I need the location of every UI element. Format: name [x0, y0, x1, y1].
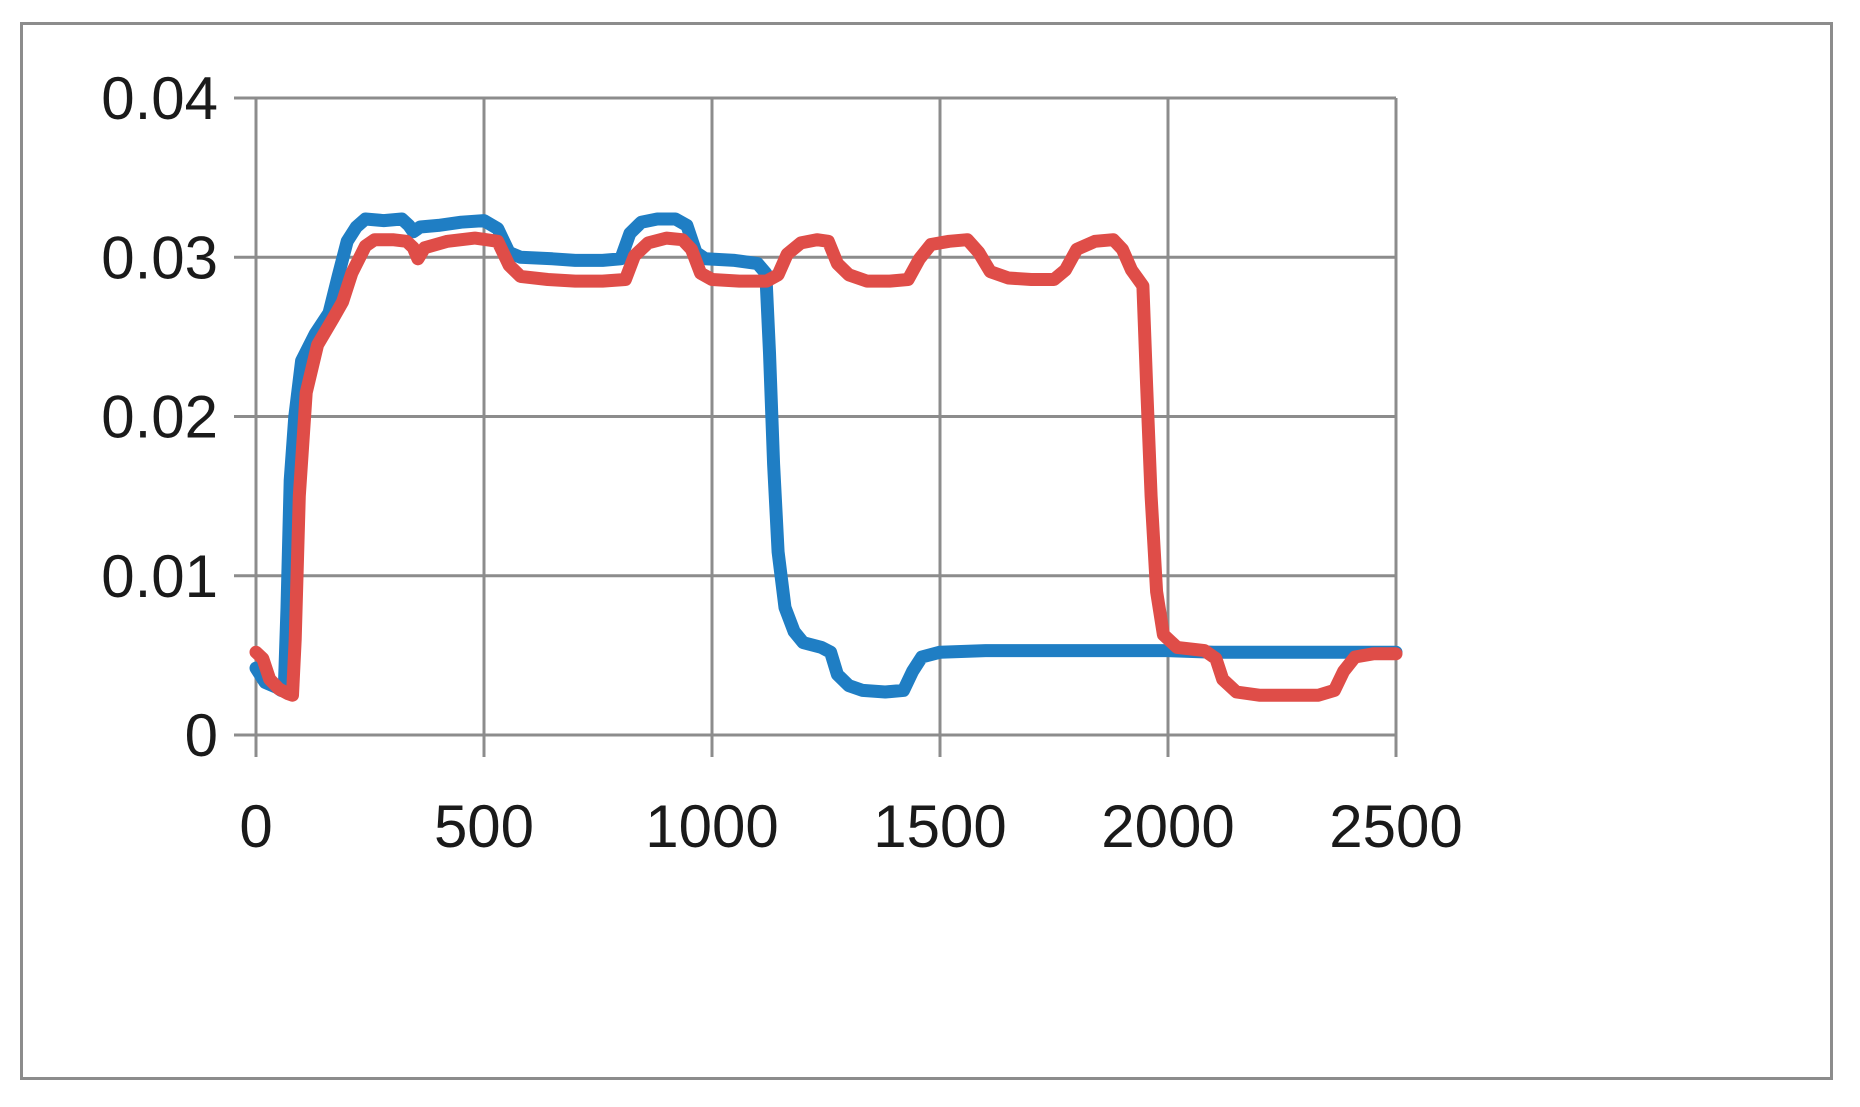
- x-axis-tick-labels: 0 500 1000 1500 2000 2500: [239, 793, 1462, 860]
- x-tick-label: 1000: [645, 793, 778, 860]
- series-line-1: [249, 212, 1403, 699]
- x-tick-label: 2000: [1101, 793, 1234, 860]
- series-layer: [249, 212, 1403, 702]
- y-tick-label: 0: [185, 702, 218, 769]
- y-axis-tick-labels: 0 0.01 0.02 0.03 0.04: [101, 65, 218, 769]
- y-tick-label: 0.01: [101, 543, 218, 610]
- y-tick-label: 0.03: [101, 224, 218, 291]
- x-tick-label: 0: [239, 793, 272, 860]
- x-tick-label: 2500: [1329, 793, 1462, 860]
- chart-frame: 0 0.01 0.02 0.03 0.04 0 500 1000 1500 2000 2500: [20, 22, 1833, 1080]
- x-tick-label: 1500: [873, 793, 1006, 860]
- series-line-2: [249, 231, 1403, 702]
- x-tick-label: 500: [434, 793, 534, 860]
- y-tick-label: 0.04: [101, 65, 218, 132]
- y-tick-label: 0.02: [101, 384, 218, 451]
- line-chart: 0 0.01 0.02 0.03 0.04 0 500 1000 1500 2000 2500: [101, 65, 1463, 860]
